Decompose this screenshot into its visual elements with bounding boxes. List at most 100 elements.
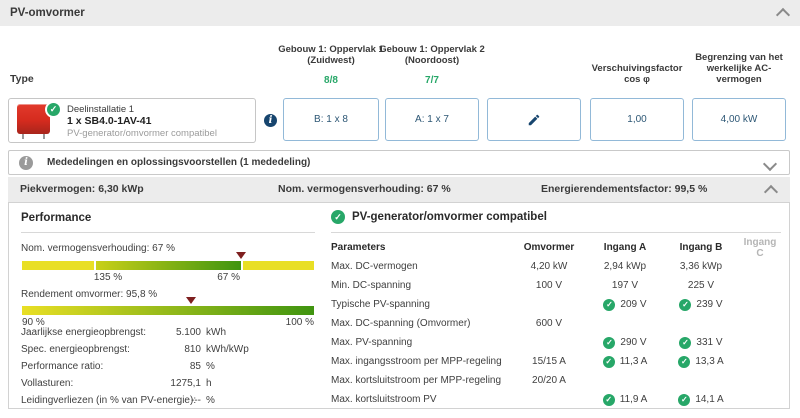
inverter-status: PV-generator/omvormer compatibel [67,128,217,139]
table-row: Min. DC-spanning 100 V 197 V 225 V [331,276,781,295]
stat-unit: h [206,378,212,389]
edit-icon [527,113,541,127]
column-header-surface-2: Gebouw 1: Oppervlak 2 (Noordoost) 7/7 [372,44,492,86]
column-header-cosphi: Verschuivingsfactor cos φ [582,63,692,85]
cell-text: 20/20 A [532,375,566,386]
cosphi-line1: Verschuivingsfactor [582,63,692,74]
check-icon: ✓ [603,299,615,311]
edit-config-button[interactable] [487,98,581,141]
chevron-up-icon[interactable] [776,8,790,22]
cell-text: 15/15 A [532,356,566,367]
surface2-name: Gebouw 1: Oppervlak 2 [372,44,492,55]
stat-value: --- [69,395,201,406]
string-config-surface2-box[interactable]: A: 1 x 7 [385,98,479,141]
cell-text: 13,3 A [695,356,723,367]
efficiency-bar-marker [186,297,196,304]
chevron-down-icon[interactable] [763,157,777,171]
value-cell: 15/15 A [511,356,587,367]
string-config-surface2-value: A: 1 x 7 [415,114,449,125]
value-cell: ✓13,3 A [663,356,739,368]
summary-energy-factor: Energierendementsfactor: 99,5 % [541,177,707,202]
value-cell: 20/20 A [511,375,587,386]
ac-limit-line2: werkelijke AC- [684,63,794,74]
compat-table-header: Parameters Omvormer Ingang A Ingang B In… [331,238,781,257]
stat-unit: kWh/kWp [206,344,249,355]
ratio-bar-gap [94,261,96,270]
cell-text: 100 V [536,280,562,291]
stat-row: Leidingverliezen (in % van PV-energie):-… [9,395,319,412]
section-header[interactable]: PV-omvormer [0,0,800,26]
value-cell: 100 V [511,280,587,291]
inverter-model: 1 x SB4.0-1AV-41 [67,115,151,127]
col-ingang-c: Ingang C [739,237,781,259]
cell-text: 197 V [612,280,638,291]
table-row: Max. ingangsstroom per MPP-regeling 15/15… [331,352,781,371]
inverter-card[interactable]: ✓ Deelinstallatie 1 1 x SB4.0-1AV-41 PV-… [8,98,256,143]
value-cell: ✓239 V [663,299,739,311]
value-cell: 4,20 kW [511,261,587,272]
stat-row: Jaarlijkse energieopbrengst:5.100kWh [9,327,319,344]
surface2-module-count: 7/7 [372,75,492,86]
table-row: Max. PV-spanning✓290 V✓331 V [331,333,781,352]
check-icon: ✓ [331,210,345,224]
details-panel: Performance Nom. vermogensverhouding: 67… [8,202,790,409]
parameter-label: Max. ingangsstroom per MPP-regeling [331,356,511,367]
cell-text: 4,20 kW [531,261,568,272]
cell-text: 600 V [536,318,562,329]
value-cell: 600 V [511,318,587,329]
inverter-image-leg [22,134,24,139]
compat-table-body: Max. DC-vermogen 4,20 kW 2,94 kWp 3,36 kWp M… [331,257,781,409]
pv-inverter-page: PV-omvormer Type Gebouw 1: Oppervlak 1 (… [0,0,800,418]
ac-limit-box[interactable]: 4,00 kW [692,98,786,141]
value-cell: ✓209 V [587,299,663,311]
col-parameters: Parameters [331,242,511,253]
column-header-ac-limit: Begrenzing van het werkelijke AC- vermog… [684,52,794,85]
table-row: Max. DC-spanning (Omvormer) 600 V [331,314,781,333]
cosphi-value: 1,00 [627,114,646,125]
string-config-surface1-box[interactable]: B: 1 x 8 [283,98,379,141]
ratio-bar-gradient [96,261,241,270]
cosphi-box[interactable]: 1,00 [590,98,684,141]
table-row: Max. kortsluitstroom PV✓11,9 A✓14,1 A [331,390,781,409]
stat-row: Vollasturen:1275,1h [9,378,319,395]
cell-text: 11,3 A [620,356,648,367]
compat-title: PV-generator/omvormer compatibel [352,211,547,223]
performance-stats: Jaarlijkse energieopbrengst:5.100kWhSpec… [9,327,319,417]
check-icon: ✓ [603,394,615,406]
cell-text: 225 V [688,280,714,291]
stat-row: Performance ratio:85% [9,361,319,378]
stat-value: 810 [69,344,201,355]
stat-row: Spec. energieopbrengst:810kWh/kWp [9,344,319,361]
cell-text: 3,36 kWp [680,261,722,272]
ratio-bar [22,261,314,270]
compat-table: Parameters Omvormer Ingang A Ingang B In… [331,238,781,409]
stat-value: 5.100 [69,327,201,338]
check-icon: ✓ [603,356,615,368]
ratio-bar-label: Nom. vermogensverhouding: 67 % [21,243,175,254]
chevron-up-icon[interactable] [764,185,778,199]
col-omvormer: Omvormer [511,242,587,253]
col-ingang-a: Ingang A [587,242,663,253]
info-icon[interactable]: i [264,114,277,127]
parameter-label: Max. DC-vermogen [331,261,511,272]
parameter-label: Max. DC-spanning (Omvormer) [331,318,511,329]
value-cell: 2,94 kWp [587,261,663,272]
ac-limit-value: 4,00 kW [721,114,758,125]
value-cell: ✓331 V [663,337,739,349]
check-icon: ✓ [679,337,691,349]
parameter-label: Min. DC-spanning [331,280,511,291]
table-row: Max. kortsluitstroom per MPP-regeling20/… [331,371,781,390]
cosphi-line2: cos φ [582,74,692,85]
cell-text: 290 V [620,337,646,348]
ratio-tick-135: 135 % [94,272,122,283]
page-title: PV-omvormer [10,7,85,19]
cell-text: 14,1 A [695,394,723,405]
stat-unit: % [206,395,215,406]
stat-unit: kWh [206,327,226,338]
messages-bar[interactable]: i Mededelingen en oplossingsvoorstellen … [8,150,790,175]
surface2-orientation: (Noordoost) [372,55,492,66]
divider [331,232,781,233]
info-icon: i [19,156,33,170]
subinstallation-name: Deelinstallatie 1 [67,104,134,115]
inverter-image [17,104,50,134]
